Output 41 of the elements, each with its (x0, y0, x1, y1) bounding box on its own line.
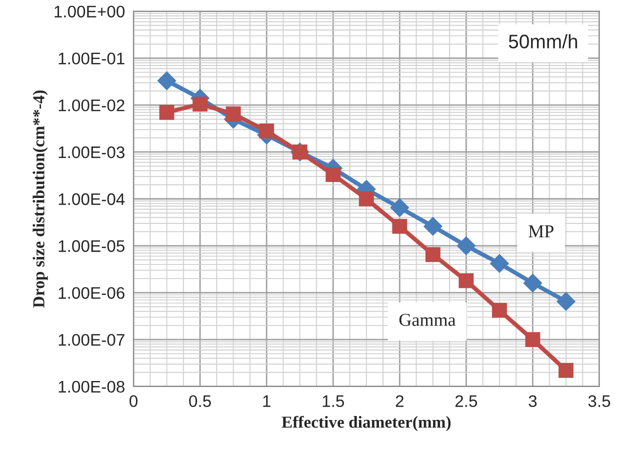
point (392, 218, 408, 234)
x-tick-label: 3.5 (588, 395, 610, 408)
y-tick-label: 1.00E-06 (58, 287, 124, 299)
point (326, 167, 341, 182)
point (425, 247, 440, 262)
point (458, 273, 474, 288)
point (456, 236, 476, 256)
point (157, 71, 176, 90)
point (259, 124, 274, 138)
y-tick-label: 1.00E-05 (58, 240, 124, 252)
point (192, 96, 208, 112)
annotation: 50mm/h (508, 34, 578, 48)
y-tick-label: 1.00E-04 (58, 193, 125, 206)
point (490, 254, 509, 273)
point (558, 362, 574, 378)
y-tick-label: 1.00E-07 (58, 334, 124, 346)
point (159, 104, 174, 120)
x-tick-label: 1 (263, 395, 270, 407)
y-tick-label: 1.00E-02 (58, 99, 124, 112)
point (492, 302, 507, 318)
point (523, 274, 542, 292)
y-axis-title: Drop size distribution(cm**-4) (32, 90, 48, 308)
x-tick-label: 2.5 (455, 395, 478, 408)
point (358, 191, 374, 206)
x-axis-title: Effective diameter(mm) (282, 416, 451, 432)
y-tick-label: 1.00E+00 (54, 6, 125, 18)
x-tick-label: 0 (130, 395, 138, 408)
y-tick-label: 1.00E-03 (58, 146, 124, 158)
point (424, 216, 442, 236)
series-label: Gamma (399, 314, 456, 326)
x-tick-label: 1.5 (322, 395, 344, 408)
x-tick-label: 0.5 (189, 395, 211, 408)
series-label: MP (528, 225, 554, 238)
x-tick-label: 3 (528, 395, 537, 408)
point (390, 198, 410, 218)
x-tick-label: 2 (396, 395, 404, 407)
y-tick-label: 1.00E-01 (58, 52, 124, 64)
y-tick-label: 1.00E-08 (58, 380, 124, 393)
point (525, 332, 540, 348)
point (556, 292, 576, 311)
point (226, 106, 241, 122)
